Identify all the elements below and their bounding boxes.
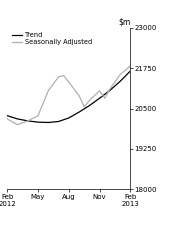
Trend: [119, 80, 121, 83]
Seasonally Adjusted: [47, 89, 49, 92]
Seasonally Adjusted: [57, 76, 60, 78]
Trend: [6, 114, 8, 117]
Trend: [129, 70, 131, 73]
Seasonally Adjusted: [104, 97, 106, 100]
Seasonally Adjusted: [98, 89, 101, 92]
Trend: [57, 120, 60, 123]
Seasonally Adjusted: [129, 64, 131, 67]
Seasonally Adjusted: [109, 88, 111, 91]
Trend: [68, 117, 70, 119]
Trend: [109, 89, 111, 92]
Seasonally Adjusted: [6, 118, 8, 120]
Trend: [98, 97, 101, 100]
Seasonally Adjusted: [119, 73, 121, 76]
Seasonally Adjusted: [78, 94, 80, 97]
Seasonally Adjusted: [88, 99, 90, 102]
Seasonally Adjusted: [16, 123, 19, 126]
Trend: [47, 121, 49, 124]
Seasonally Adjusted: [27, 119, 29, 122]
Trend: [88, 104, 90, 107]
Trend: [27, 119, 29, 122]
Seasonally Adjusted: [68, 81, 70, 83]
Line: Seasonally Adjusted: Seasonally Adjusted: [7, 66, 130, 125]
Seasonally Adjusted: [83, 106, 85, 108]
Legend: Trend, Seasonally Adjusted: Trend, Seasonally Adjusted: [10, 31, 93, 47]
Trend: [78, 111, 80, 113]
Trend: [16, 118, 19, 120]
Seasonally Adjusted: [63, 74, 65, 77]
Text: $m: $m: [118, 18, 130, 27]
Seasonally Adjusted: [37, 114, 39, 117]
Trend: [37, 121, 39, 124]
Line: Trend: Trend: [7, 71, 130, 122]
